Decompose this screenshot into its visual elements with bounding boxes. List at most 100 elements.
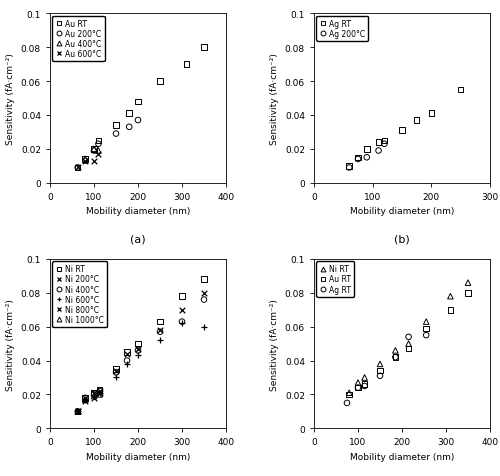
Point [112,367,120,375]
Point [94,140,102,148]
Point [96,387,104,395]
Point [398,127,406,135]
Point [96,389,104,397]
Point [134,340,142,347]
Point [74,164,82,172]
Point [81,158,89,165]
Point [81,397,89,405]
X-axis label: Mobility diameter (nm): Mobility diameter (nm) [86,207,190,216]
Point [178,293,186,300]
Point [134,99,142,106]
Point [81,394,89,402]
Y-axis label: Sensitivity (fA·cm⁻²): Sensitivity (fA·cm⁻²) [270,298,280,390]
Point [380,137,388,145]
Point [422,318,430,326]
Point [343,399,351,407]
Point [376,360,384,368]
Point [354,384,362,392]
Point [200,323,208,331]
Point [94,151,102,159]
Point [125,124,133,131]
Point [354,154,362,162]
Point [345,164,353,172]
Point [360,381,368,388]
Point [74,407,82,415]
Y-axis label: Sensitivity (fA·cm⁻²): Sensitivity (fA·cm⁻²) [270,53,280,145]
Point [354,379,362,387]
Point [404,340,412,347]
Point [74,407,82,415]
Point [81,396,89,404]
Point [134,347,142,355]
Point [123,357,131,365]
Point [354,384,362,392]
Point [182,61,190,69]
Point [456,87,464,94]
Point [90,146,98,153]
Point [74,407,82,415]
Point [74,407,82,415]
Point [200,296,208,304]
Point [376,372,384,380]
Point [74,407,82,415]
Point [345,163,353,170]
Point [81,156,89,163]
X-axis label: Mobility diameter (nm): Mobility diameter (nm) [350,207,454,216]
Point [178,318,186,326]
Point [96,386,104,393]
Point [404,333,412,341]
Point [376,367,384,375]
Point [81,396,89,404]
Point [112,369,120,377]
Point [178,320,186,327]
Point [90,393,98,400]
Legend: Au RT, Au 200°C, Au 400°C, Au 600°C: Au RT, Au 200°C, Au 400°C, Au 600°C [52,17,104,62]
Text: (a): (a) [130,234,146,244]
Legend: Ni RT, Ni 200°C, Ni 400°C, Ni 600°C, Ni 800°C, Ni 1000°C: Ni RT, Ni 200°C, Ni 400°C, Ni 600°C, Ni … [52,262,107,327]
Point [156,328,164,336]
Point [422,325,430,332]
Point [81,158,89,165]
Legend: Ni RT, Au RT, Ag RT: Ni RT, Au RT, Ag RT [316,262,354,297]
Point [134,352,142,359]
Point [90,393,98,400]
Point [90,391,98,398]
Point [446,293,454,300]
Point [125,110,133,118]
Point [178,306,186,314]
Point [96,387,104,395]
Point [464,279,472,287]
Point [81,394,89,402]
X-axis label: Mobility diameter (nm): Mobility diameter (nm) [86,452,190,461]
Point [90,158,98,165]
Point [74,164,82,172]
Point [200,276,208,284]
Point [112,130,120,138]
Legend: Ag RT, Ag 200°C: Ag RT, Ag 200°C [316,17,368,42]
Point [90,394,98,402]
Point [123,360,131,368]
Point [428,110,436,118]
Point [96,389,104,397]
Point [360,374,368,381]
Point [200,44,208,52]
Point [404,345,412,353]
Point [90,148,98,155]
X-axis label: Mobility diameter (nm): Mobility diameter (nm) [350,452,454,461]
Point [90,389,98,397]
Point [422,332,430,339]
Point [81,156,89,163]
Point [94,137,102,145]
Point [380,140,388,148]
Point [156,337,164,344]
Point [134,345,142,353]
Point [81,394,89,402]
Point [464,289,472,297]
Point [345,389,353,397]
Point [363,146,371,153]
Text: (b): (b) [394,234,410,244]
Point [90,146,98,153]
Point [156,318,164,326]
Point [134,117,142,125]
Point [392,354,400,361]
